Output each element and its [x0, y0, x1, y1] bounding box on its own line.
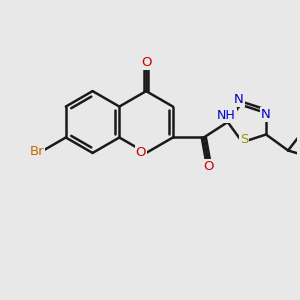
- Text: S: S: [240, 133, 248, 146]
- Text: O: O: [203, 160, 214, 173]
- Text: N: N: [234, 93, 244, 106]
- Text: O: O: [141, 56, 152, 69]
- Text: Br: Br: [30, 145, 44, 158]
- Text: O: O: [136, 146, 146, 159]
- Text: N: N: [261, 108, 271, 122]
- Text: NH: NH: [217, 109, 236, 122]
